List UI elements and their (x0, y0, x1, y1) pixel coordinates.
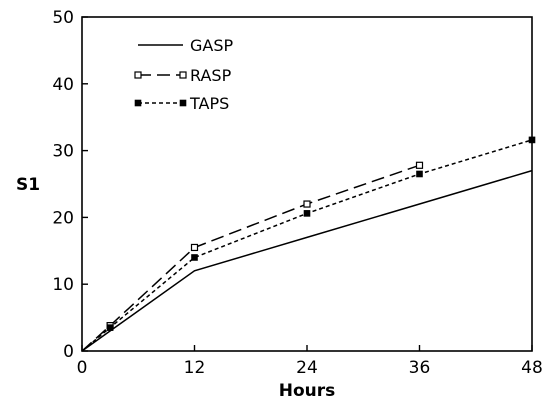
legend-label-gasp: GASP (190, 36, 234, 55)
x-axis: 0 12 24 36 48 (77, 345, 543, 378)
y-tick-label: 0 (63, 342, 74, 362)
x-tick-label: 0 (77, 358, 88, 378)
series-line-taps (81, 139, 533, 352)
x-axis-title: Hours (279, 381, 336, 400)
legend: GASP RASP TAPS (134, 36, 234, 113)
data-point-marker (106, 324, 114, 331)
legend-label-rasp: RASP (190, 66, 232, 85)
y-axis-title: S1 (16, 175, 40, 195)
data-point-marker (303, 200, 311, 208)
data-point-marker (134, 99, 142, 107)
y-axis: 0 10 20 30 40 50 (52, 8, 88, 362)
y-tick-label: 50 (52, 8, 74, 28)
data-point-marker (190, 243, 199, 252)
data-point-marker (416, 170, 423, 178)
data-point-marker (191, 254, 198, 261)
plot-frame (81, 16, 533, 352)
series-layer (81, 136, 536, 352)
series-line-rasp (81, 164, 420, 352)
series-line-gasp (81, 169, 533, 352)
y-tick-label: 20 (52, 208, 74, 228)
data-point-marker (303, 210, 311, 217)
y-tick-label: 40 (52, 75, 74, 95)
x-tick-label: 48 (521, 358, 543, 378)
data-point-marker (179, 99, 187, 107)
legend-label-taps: TAPS (189, 94, 229, 113)
data-point-marker (134, 71, 142, 79)
y-tick-label: 30 (52, 142, 74, 162)
data-point-marker (415, 161, 424, 169)
x-tick-label: 36 (409, 358, 431, 378)
y-tick-label: 10 (52, 275, 74, 295)
data-point-marker (528, 136, 536, 144)
data-point-marker (179, 71, 187, 79)
x-tick-label: 12 (184, 358, 206, 378)
x-tick-label: 24 (296, 358, 318, 378)
